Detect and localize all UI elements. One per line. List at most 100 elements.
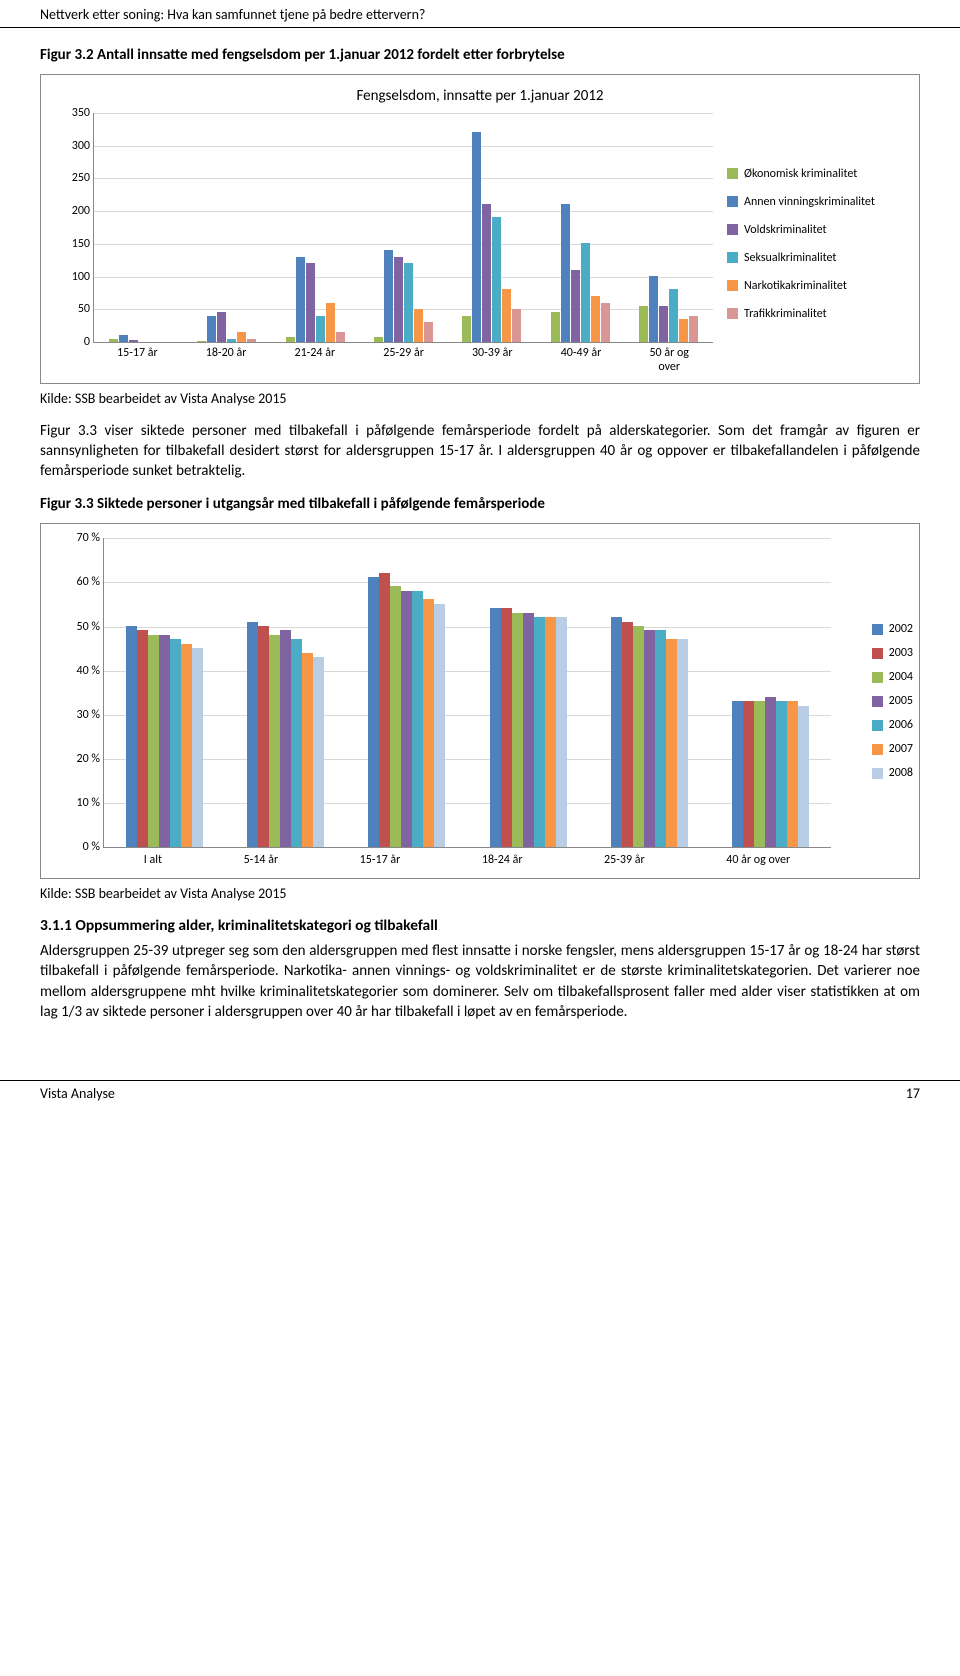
paragraph-1: Figur 3.3 viser siktede personer med til… xyxy=(40,421,920,482)
section-3-1-1-heading: 3.1.1 Oppsummering alder, kriminalitetsk… xyxy=(40,916,920,935)
chart1-ytick: 250 xyxy=(60,171,90,185)
chart2-bar xyxy=(743,701,754,847)
chart1-bar xyxy=(649,276,658,342)
chart2-group xyxy=(247,622,324,848)
chart2-bar xyxy=(258,626,269,847)
chart2-bar xyxy=(247,622,258,848)
chart2-legend-item: 2007 xyxy=(872,742,913,756)
chart1-bar xyxy=(217,312,226,342)
chart1-group xyxy=(374,250,433,342)
chart2-bar xyxy=(534,617,545,847)
chart1-ytick: 200 xyxy=(60,204,90,218)
chart2-bar xyxy=(677,639,688,847)
page-content: Figur 3.2 Antall innsatte med fengselsdo… xyxy=(0,28,960,1056)
chart2-legend-item: 2008 xyxy=(872,766,913,780)
chart1-legend-item: Økonomisk kriminalitet xyxy=(727,167,903,181)
chart1-bar xyxy=(414,309,423,342)
chart1-legend-item: Annen vinningskriminalitet xyxy=(727,195,903,209)
chart2-bar xyxy=(523,613,534,848)
chart2-bar xyxy=(666,639,677,847)
chart2-bar xyxy=(798,706,809,848)
chart2-bar xyxy=(412,591,423,848)
chart1-bar xyxy=(492,217,501,342)
legend-swatch xyxy=(872,744,883,755)
figure-3-2-chart: Fengselsdom, innsatte per 1.januar 2012 … xyxy=(40,74,920,384)
chart2-legend-item: 2002 xyxy=(872,622,913,636)
chart2-ytick: 0 % xyxy=(62,840,100,854)
chart1-bar xyxy=(197,341,206,342)
legend-label: Trafikkriminalitet xyxy=(744,307,827,321)
legend-swatch xyxy=(872,720,883,731)
chart1-ytick: 150 xyxy=(60,237,90,251)
chart2-bar xyxy=(512,613,523,848)
chart1-bar xyxy=(601,303,610,342)
section-3-1-1-body: Aldersgruppen 25-39 utpreger seg som den… xyxy=(40,941,920,1022)
chart2-ytick: 10 % xyxy=(62,796,100,810)
chart2-bar xyxy=(732,701,743,847)
chart2-group xyxy=(611,617,688,847)
chart2-bar xyxy=(379,573,390,848)
chart2-ytick: 50 % xyxy=(62,620,100,634)
chart1-group xyxy=(109,335,168,342)
chart2-xlabel: 15-17 år xyxy=(360,854,401,868)
chart1-xlabel: 25-29 år xyxy=(383,347,424,375)
chart1-bar xyxy=(482,204,491,342)
chart2-group xyxy=(368,573,445,848)
chart1-bar xyxy=(472,132,481,342)
chart1-bar xyxy=(316,316,325,342)
chart1-bar xyxy=(404,263,413,342)
chart2-bar xyxy=(776,701,787,847)
chart2-bar xyxy=(545,617,556,847)
chart1-bar xyxy=(286,337,295,342)
chart2-bar xyxy=(754,701,765,847)
chart1-bar xyxy=(374,337,383,342)
chart1-xlabel: 21-24 år xyxy=(295,347,336,375)
chart1-group xyxy=(197,312,256,342)
legend-swatch xyxy=(727,308,738,319)
chart2-legend-item: 2003 xyxy=(872,646,913,660)
chart1-bar xyxy=(639,306,648,342)
chart1-bar xyxy=(551,312,560,342)
chart1-bar xyxy=(679,319,688,342)
chart1-bar xyxy=(109,339,118,342)
legend-swatch xyxy=(872,768,883,779)
chart2-bar xyxy=(434,604,445,848)
legend-swatch xyxy=(872,672,883,683)
chart2-legend-item: 2005 xyxy=(872,694,913,708)
chart2-xlabel: 25-39 år xyxy=(604,854,645,868)
chart2-bar xyxy=(390,586,401,847)
chart1-legend-item: Narkotikakriminalitet xyxy=(727,279,903,293)
chart2-bar xyxy=(556,617,567,847)
legend-label: 2007 xyxy=(889,742,913,756)
legend-label: Voldskriminalitet xyxy=(744,223,827,237)
chart2-bar xyxy=(148,635,159,848)
chart1-ytick: 50 xyxy=(60,302,90,316)
chart2-bar xyxy=(611,617,622,847)
legend-swatch xyxy=(872,648,883,659)
chart1-legend-item: Trafikkriminalitet xyxy=(727,307,903,321)
chart2-bar xyxy=(501,608,512,847)
chart1-bar xyxy=(424,322,433,342)
chart1-bar xyxy=(669,289,678,342)
figure-3-3-chart: 0 %10 %20 %30 %40 %50 %60 %70 % I alt5-1… xyxy=(40,523,920,879)
chart2-bar xyxy=(126,626,137,847)
chart2-bar xyxy=(159,635,170,848)
chart1-bar xyxy=(689,316,698,342)
chart1-bar xyxy=(119,335,128,342)
chart2-ytick: 20 % xyxy=(62,752,100,766)
chart2-bar xyxy=(137,630,148,847)
chart2-bar xyxy=(170,639,181,847)
chart2-bar xyxy=(401,591,412,848)
chart1-bar xyxy=(227,339,236,342)
chart1-bar xyxy=(394,257,403,342)
chart1-group xyxy=(286,257,345,342)
chart1-bar xyxy=(659,306,668,342)
chart1-bar xyxy=(326,303,335,342)
chart2-group xyxy=(490,608,567,847)
chart2-bar xyxy=(269,635,280,848)
chart1-bar xyxy=(237,332,246,342)
chart1-bar xyxy=(207,316,216,342)
chart1-legend: Økonomisk kriminalitet Annen vinningskrim… xyxy=(713,113,903,375)
footer-page-number: 17 xyxy=(906,1085,920,1102)
legend-swatch xyxy=(727,168,738,179)
